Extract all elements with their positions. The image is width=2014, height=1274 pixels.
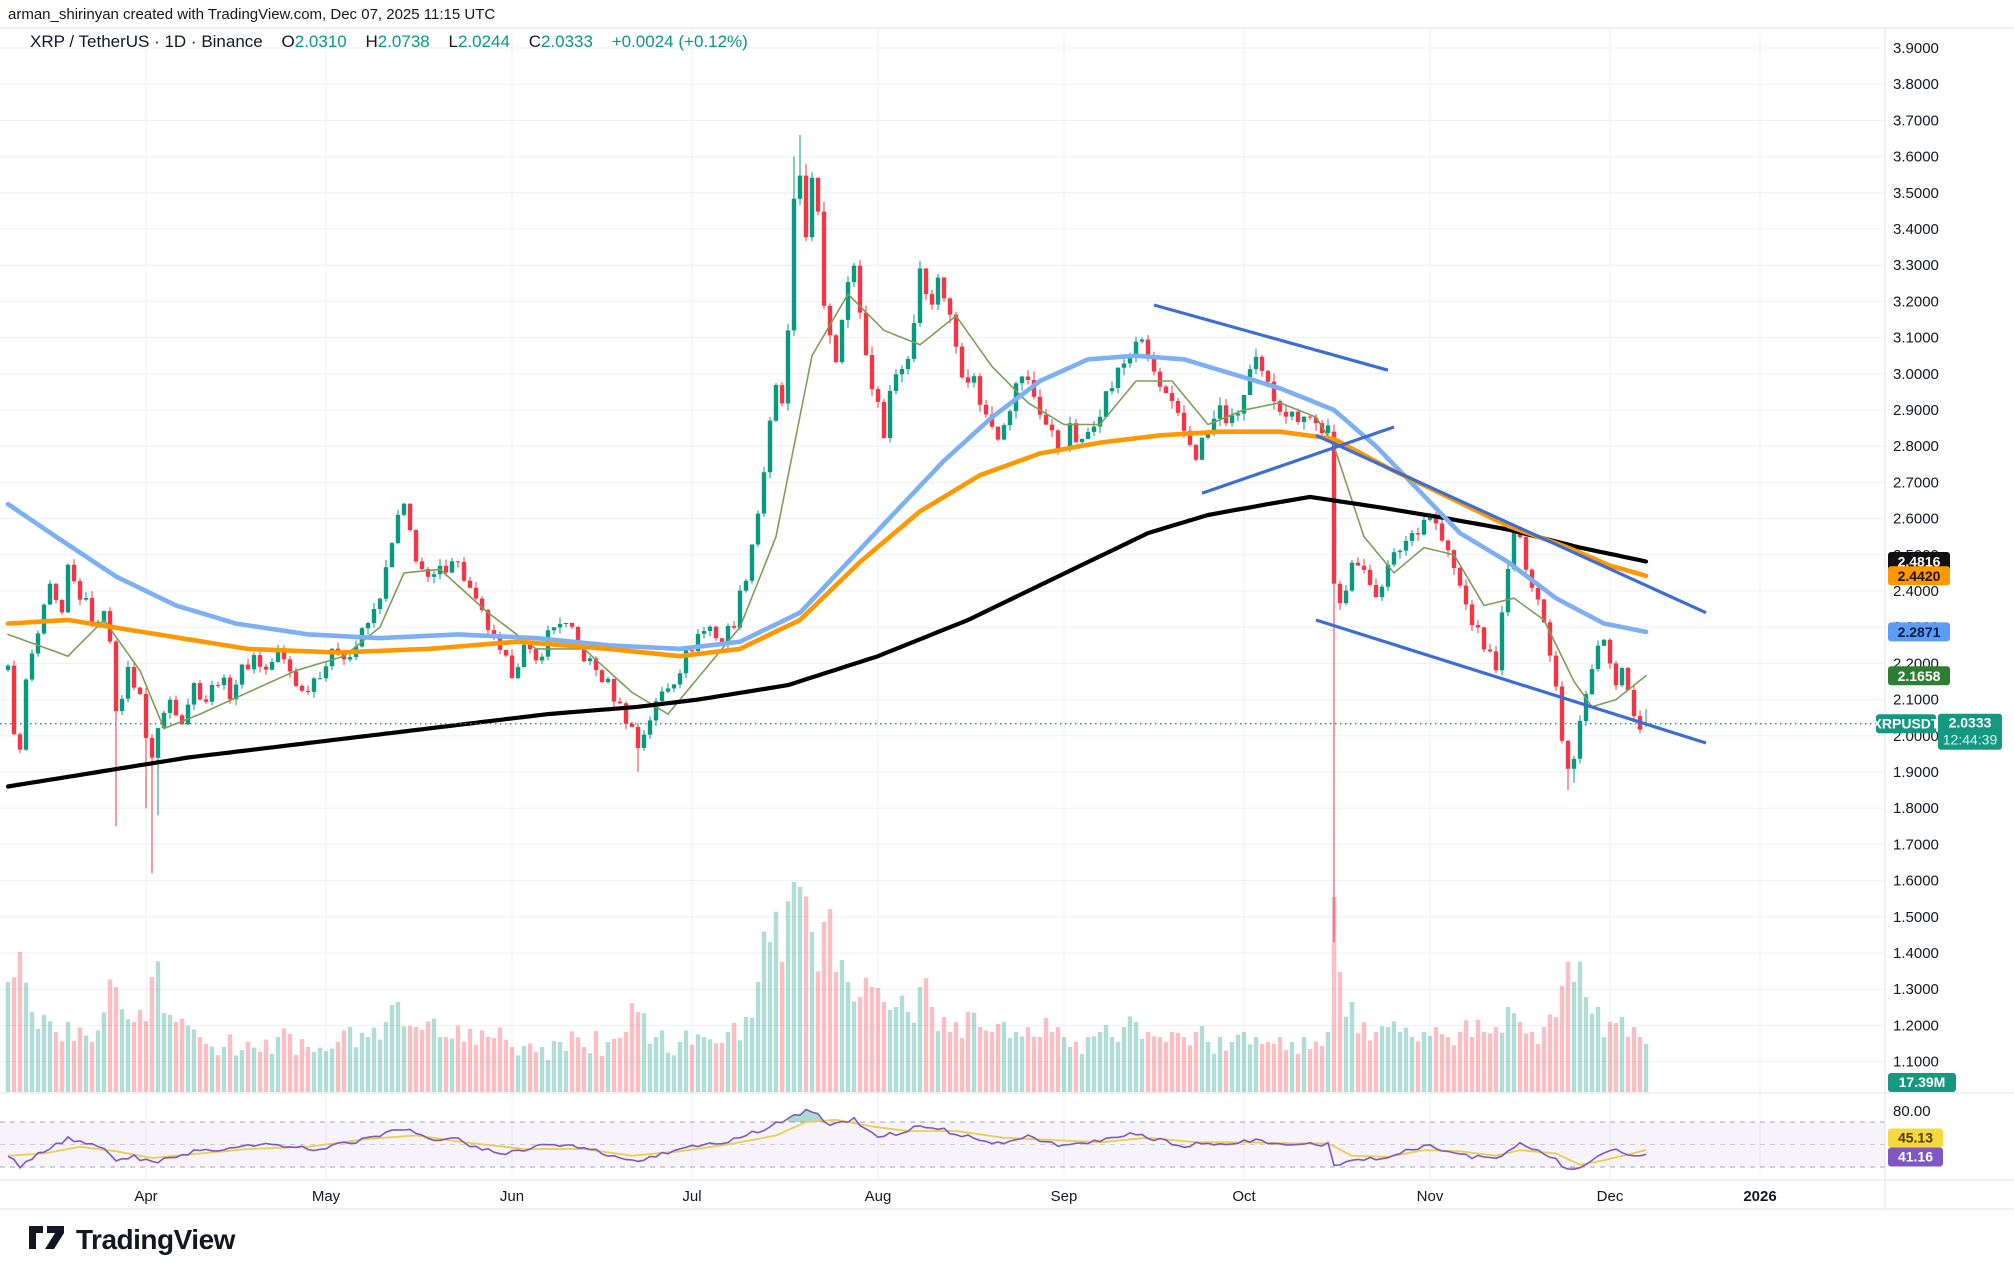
- svg-text:1.7000: 1.7000: [1893, 836, 1939, 853]
- svg-text:2.8000: 2.8000: [1893, 438, 1939, 455]
- rsi-badge: [1888, 1147, 1943, 1167]
- moving-averages: [5, 293, 1649, 789]
- svg-text:Jul: Jul: [682, 1188, 701, 1205]
- svg-text:3.8000: 3.8000: [1893, 76, 1939, 93]
- svg-text:2.1658: 2.1658: [1898, 668, 1941, 684]
- svg-text:2.0333: 2.0333: [1949, 715, 1992, 731]
- ma-fast-line: [7, 293, 1647, 730]
- svg-text:80.00: 80.00: [1893, 1103, 1931, 1120]
- svg-text:1.3000: 1.3000: [1893, 981, 1939, 998]
- candlesticks: [5, 134, 1649, 943]
- time-axis[interactable]: Apr May Jun Jul Aug Sep Oct Nov Dec 2026: [134, 1188, 1776, 1205]
- open-value: 2.0310: [294, 32, 347, 51]
- rsi-line: [7, 1108, 1647, 1171]
- svg-text:1.9000: 1.9000: [1893, 764, 1939, 781]
- ma100-price-badge: [1888, 622, 1950, 642]
- ma50-line: [5, 429, 1649, 659]
- svg-text:2.1000: 2.1000: [1893, 692, 1939, 709]
- svg-text:17.39M: 17.39M: [1899, 1074, 1946, 1090]
- svg-text:1.6000: 1.6000: [1893, 873, 1939, 890]
- svg-text:2.4000: 2.4000: [1893, 583, 1939, 600]
- rsi-ma-line: [7, 1118, 1647, 1166]
- svg-text:1.5000: 1.5000: [1893, 909, 1939, 926]
- svg-text:3.3000: 3.3000: [1893, 257, 1939, 274]
- svg-text:41.16: 41.16: [1898, 1149, 1933, 1165]
- trendline-3: [1315, 433, 1707, 615]
- svg-text:Apr: Apr: [134, 1188, 157, 1205]
- svg-text:Dec: Dec: [1597, 1188, 1624, 1205]
- svg-text:3.4000: 3.4000: [1893, 221, 1939, 238]
- svg-text:Sep: Sep: [1051, 1188, 1078, 1205]
- close-value: 2.0333: [540, 32, 593, 51]
- svg-text:3.5000: 3.5000: [1893, 185, 1939, 202]
- svg-text:2.4420: 2.4420: [1898, 568, 1941, 584]
- low-value: 2.0244: [457, 32, 510, 51]
- ma-fast-price-badge: [1888, 666, 1950, 686]
- svg-text:May: May: [312, 1188, 341, 1205]
- svg-text:Nov: Nov: [1417, 1188, 1444, 1205]
- svg-text:1.8000: 1.8000: [1893, 800, 1939, 817]
- svg-text:3.2000: 3.2000: [1893, 293, 1939, 310]
- symbol-title[interactable]: XRP / TetherUS · 1D · Binance: [30, 32, 263, 51]
- svg-text:Jun: Jun: [500, 1188, 524, 1205]
- svg-text:12:44:39: 12:44:39: [1943, 732, 1998, 748]
- svg-text:3.9000: 3.9000: [1893, 40, 1939, 57]
- svg-text:2.2871: 2.2871: [1898, 624, 1941, 640]
- volume-badge: [1888, 1073, 1956, 1092]
- change-value: +0.0024 (+0.12%): [611, 32, 748, 51]
- svg-text:45.13: 45.13: [1898, 1130, 1933, 1146]
- ma50-price-badge: [1888, 566, 1950, 586]
- tradingview-icon: [28, 1222, 66, 1257]
- symbol-legend: XRP / TetherUS · 1D · Binance O2.0310 H2…: [30, 32, 748, 52]
- grid: [0, 28, 1885, 1180]
- trendline-2: [1201, 425, 1395, 495]
- svg-text:XRPUSDT: XRPUSDT: [1873, 716, 1940, 732]
- ma100-line: [5, 353, 1649, 652]
- svg-text:1.4000: 1.4000: [1893, 945, 1939, 962]
- rsi-ma-badge: [1888, 1128, 1943, 1148]
- volume-bars: [5, 882, 1649, 1092]
- svg-text:1.2000: 1.2000: [1893, 1017, 1939, 1034]
- svg-text:3.6000: 3.6000: [1893, 149, 1939, 166]
- tradingview-logo-text: TradingView: [76, 1223, 235, 1255]
- attribution-watermark: arman_shirinyan created with TradingView…: [8, 6, 496, 23]
- ma200-price-badge: [1888, 552, 1950, 571]
- high-label: H: [365, 32, 378, 51]
- tradingview-logo[interactable]: TradingView: [28, 1222, 235, 1257]
- svg-text:Aug: Aug: [865, 1188, 892, 1205]
- trendlines[interactable]: [1153, 303, 1707, 745]
- svg-text:1.1000: 1.1000: [1893, 1054, 1939, 1071]
- svg-text:2.6000: 2.6000: [1893, 511, 1939, 528]
- open-label: O: [281, 32, 295, 51]
- svg-text:2.4816: 2.4816: [1898, 554, 1941, 570]
- low-label: L: [448, 32, 458, 51]
- svg-text:2.7000: 2.7000: [1893, 474, 1939, 491]
- pane-borders: [0, 27, 2014, 1210]
- trendline-1: [1153, 303, 1389, 372]
- svg-text:3.1000: 3.1000: [1893, 330, 1939, 347]
- high-value: 2.0738: [377, 32, 430, 51]
- close-label: C: [528, 32, 541, 51]
- ma200-line: [5, 494, 1649, 789]
- svg-text:Oct: Oct: [1232, 1188, 1256, 1205]
- svg-text:3.7000: 3.7000: [1893, 112, 1939, 129]
- symbol-tag-badge: [1876, 714, 1936, 734]
- svg-text:2026: 2026: [1743, 1188, 1776, 1205]
- trendline-4: [1315, 618, 1707, 745]
- svg-text:2.9000: 2.9000: [1893, 402, 1939, 419]
- svg-text:3.0000: 3.0000: [1893, 366, 1939, 383]
- last-price-badge: [1938, 713, 2002, 750]
